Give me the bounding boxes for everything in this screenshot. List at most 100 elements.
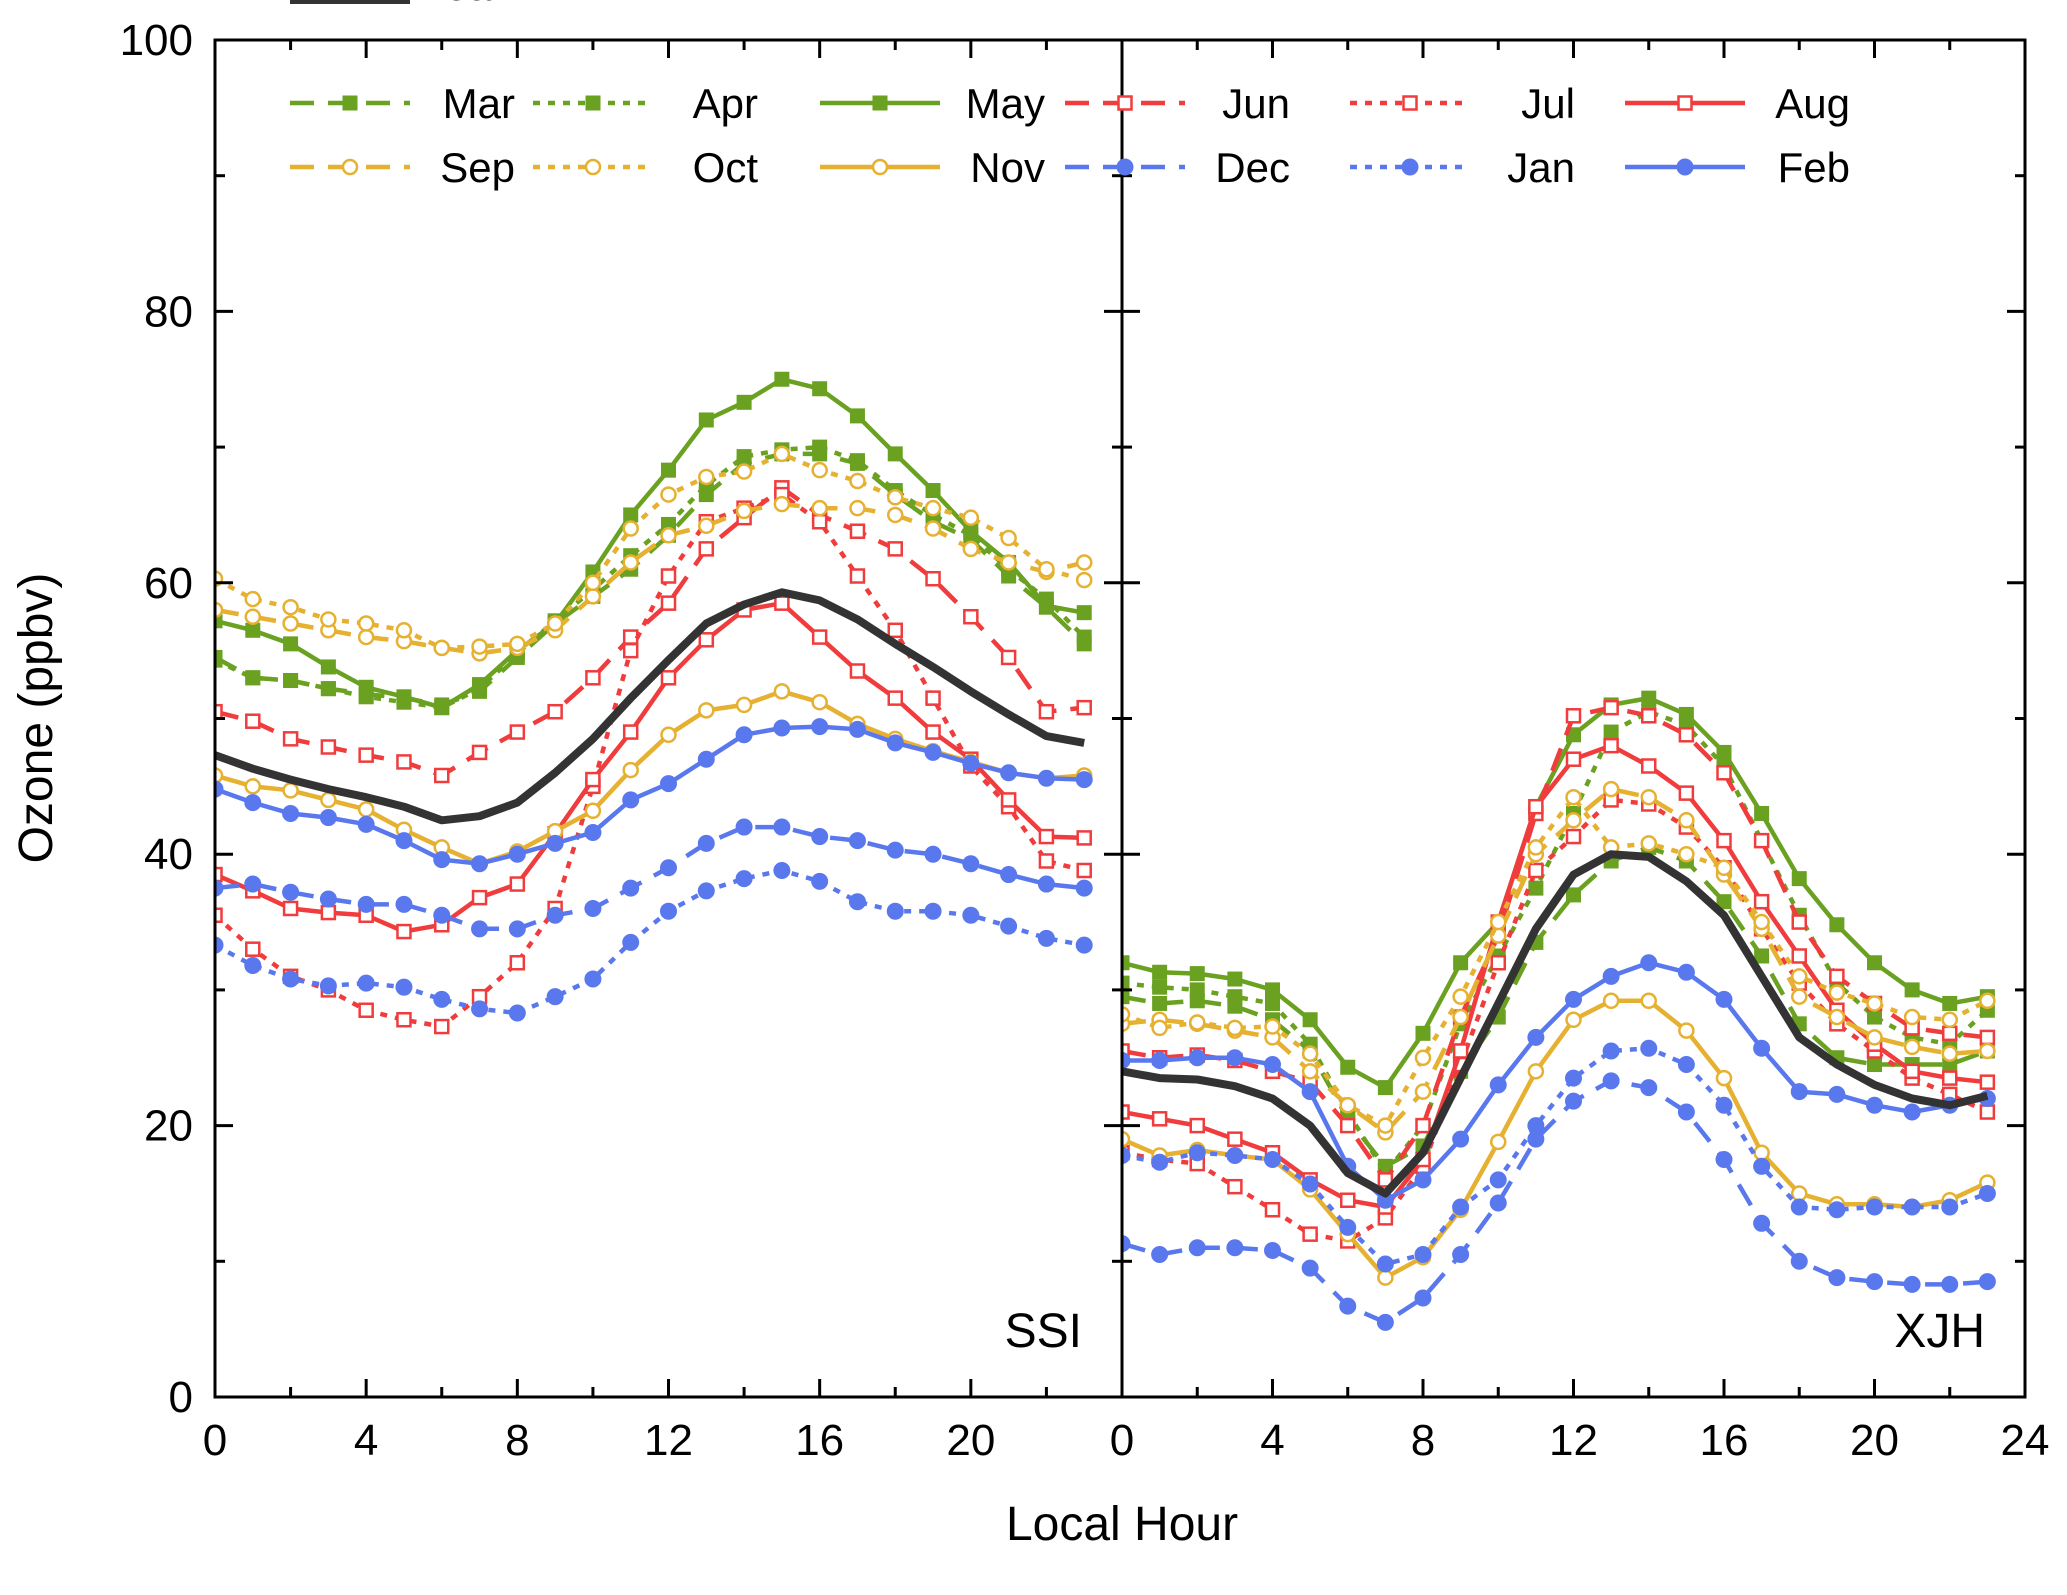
xjh-aug-point	[1528, 798, 1544, 815]
ssi-aug-point	[215, 866, 223, 883]
ssi-jan-point	[244, 956, 262, 974]
ssi-jun-point	[471, 744, 488, 761]
ssi-oct-point	[849, 472, 866, 490]
xjh-x-tick-label: 0	[1110, 1416, 1134, 1465]
ssi-sep-point	[811, 499, 828, 517]
ssi-jun-point	[963, 608, 979, 625]
xjh-apr-point	[1528, 880, 1544, 896]
xjh-jan-point	[1339, 1218, 1357, 1236]
ssi-jul-point	[925, 690, 941, 706]
xjh-apr-point	[1122, 975, 1130, 991]
ssi-jul-point	[1076, 862, 1092, 879]
ssi-sep-point	[962, 540, 980, 558]
ssi-jun-point	[396, 754, 412, 770]
ssi-may-point	[623, 507, 639, 523]
ssi-nov-point	[698, 702, 715, 719]
xjh-sep-point	[1301, 1063, 1319, 1080]
xjh-oct-point	[1339, 1096, 1356, 1114]
ssi-feb-point	[471, 855, 489, 873]
xjh-jun-point	[1791, 914, 1807, 930]
ssi-aug-point	[396, 923, 412, 940]
ssi-jan-point	[319, 977, 337, 995]
xjh-jan-point	[1414, 1246, 1432, 1264]
ssi-feb-point	[660, 775, 677, 793]
ssi-feb-point	[215, 780, 224, 798]
legend-swatch-marker	[1402, 95, 1418, 111]
xjh-aug-point	[1979, 1074, 1996, 1090]
xjh-jul-point	[1565, 828, 1582, 845]
xjh-may-point	[1415, 1025, 1431, 1041]
ssi-nov-point	[773, 683, 791, 700]
ssi-jun-point	[547, 703, 563, 720]
ssi-dec-point	[395, 895, 413, 913]
ssi-mean-line	[215, 588, 1085, 825]
xjh-aug-point	[1452, 1043, 1469, 1059]
xjh-feb-point	[1527, 1028, 1545, 1046]
xjh-sep-point	[1791, 988, 1808, 1005]
ssi-jan-point	[395, 978, 413, 996]
xjh-jul-point	[1264, 1201, 1281, 1218]
xjh-dec-point	[1188, 1239, 1206, 1257]
xjh-nov-point	[1602, 992, 1620, 1010]
ssi-oct-point	[282, 598, 299, 616]
ssi-may-line	[215, 377, 1085, 710]
ssi-feb-point	[357, 815, 375, 833]
ssi-feb-point	[584, 823, 602, 841]
ssi-series-group	[215, 371, 1093, 1035]
ssi-feb-point	[735, 726, 753, 744]
ssi-may-point	[925, 483, 941, 499]
ssi-series-jan	[215, 861, 1093, 1022]
legend-label: Feb	[1778, 144, 1850, 191]
xjh-oct-point	[1377, 1117, 1394, 1134]
ssi-dec-point	[357, 895, 375, 913]
ssi-oct-point	[735, 463, 753, 480]
ssi-oct-point	[773, 445, 791, 463]
ssi-apr-point	[812, 439, 828, 455]
legend-label: Mar	[443, 80, 515, 127]
ssi-sep-point	[622, 554, 639, 571]
xjh-dec-point	[1226, 1239, 1244, 1257]
ssi-jul-point	[245, 941, 261, 957]
ssi-jul-point	[434, 1018, 450, 1035]
ssi-jun-point	[925, 570, 941, 587]
ssi-sep-point	[215, 601, 224, 619]
legend-item-mean: Mean	[290, 0, 515, 9]
ssi-jan-point	[357, 974, 375, 992]
ssi-may-point	[887, 446, 903, 462]
xjh-aug-point	[1189, 1117, 1205, 1134]
ssi-series-aug	[215, 595, 1092, 940]
tick-layer	[213, 38, 2027, 1399]
ssi-feb-point	[622, 791, 640, 809]
ssi-aug-point	[585, 771, 601, 788]
ssi-apr-point	[736, 449, 752, 465]
xjh-oct-point	[1565, 788, 1582, 806]
xjh-apr-point	[1603, 724, 1619, 740]
ssi-apr-point	[320, 681, 336, 697]
ssi-jan-point	[1000, 917, 1018, 935]
xjh-feb-point	[1790, 1083, 1808, 1101]
ssi-dec-point	[282, 883, 300, 901]
ssi-dec-point	[924, 845, 942, 863]
label-layer: 0 4 8 12 16 20 0 20 40 60 80 100 SSI 0 4 8 12 16 20 24 XJH Lo…	[10, 16, 2049, 1551]
xjh-feb-point	[1301, 1083, 1319, 1101]
xjh-jun-point	[1415, 1117, 1431, 1134]
xjh-feb-point	[1866, 1096, 1883, 1114]
xjh-series-mean	[1122, 850, 1989, 1198]
xjh-x-tick-label: 8	[1411, 1416, 1435, 1465]
ssi-may-point	[1076, 605, 1092, 621]
ssi-jan-point	[508, 1004, 526, 1022]
ssi-jun-point	[320, 739, 337, 755]
ssi-jul-point	[660, 568, 677, 584]
xjh-aug-point	[1753, 893, 1770, 910]
xjh-jun-point	[1678, 727, 1695, 743]
xjh-nov-point	[1377, 1269, 1394, 1286]
ssi-apr-point	[849, 453, 865, 469]
ssi-may-point	[320, 659, 336, 675]
ssi-x-tick-label: 16	[795, 1416, 844, 1465]
ssi-feb-point	[1000, 764, 1018, 782]
ssi-may-point	[849, 408, 865, 424]
ssi-dec-point	[433, 906, 451, 924]
xjh-jul-point	[1227, 1178, 1243, 1195]
xjh-jun-point	[1565, 708, 1582, 724]
